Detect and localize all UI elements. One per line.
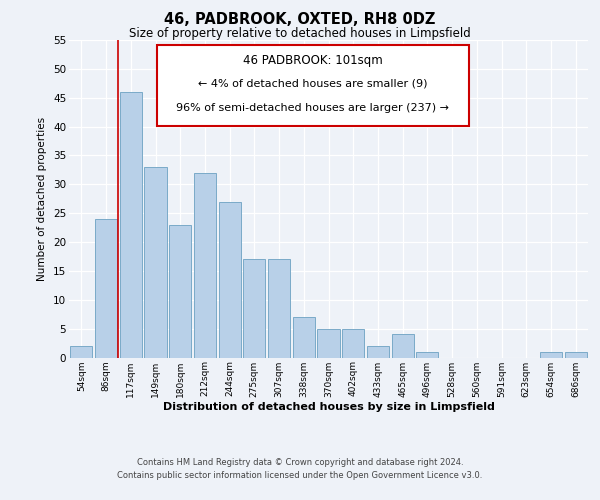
Text: 46 PADBROOK: 101sqm: 46 PADBROOK: 101sqm: [243, 54, 383, 68]
Bar: [540, 352, 562, 358]
Text: Contains public sector information licensed under the Open Government Licence v3: Contains public sector information licen…: [118, 472, 482, 480]
Bar: [218, 202, 241, 358]
Bar: [565, 352, 587, 358]
Text: Size of property relative to detached houses in Limpsfield: Size of property relative to detached ho…: [129, 28, 471, 40]
Bar: [243, 260, 265, 358]
Y-axis label: Number of detached properties: Number of detached properties: [37, 116, 47, 281]
Bar: [342, 328, 364, 358]
Bar: [70, 346, 92, 358]
Bar: [145, 167, 167, 358]
Bar: [194, 173, 216, 358]
Bar: [367, 346, 389, 358]
Bar: [119, 92, 142, 357]
Bar: [268, 260, 290, 358]
Bar: [317, 328, 340, 358]
Text: 46, PADBROOK, OXTED, RH8 0DZ: 46, PADBROOK, OXTED, RH8 0DZ: [164, 12, 436, 28]
Text: ← 4% of detached houses are smaller (9): ← 4% of detached houses are smaller (9): [198, 78, 428, 88]
Bar: [95, 219, 117, 358]
Bar: [169, 224, 191, 358]
Text: Contains HM Land Registry data © Crown copyright and database right 2024.: Contains HM Land Registry data © Crown c…: [137, 458, 463, 467]
Bar: [416, 352, 439, 358]
Bar: [392, 334, 414, 357]
Text: Distribution of detached houses by size in Limpsfield: Distribution of detached houses by size …: [163, 402, 495, 412]
Text: 96% of semi-detached houses are larger (237) →: 96% of semi-detached houses are larger (…: [176, 103, 449, 113]
Bar: [293, 317, 315, 358]
